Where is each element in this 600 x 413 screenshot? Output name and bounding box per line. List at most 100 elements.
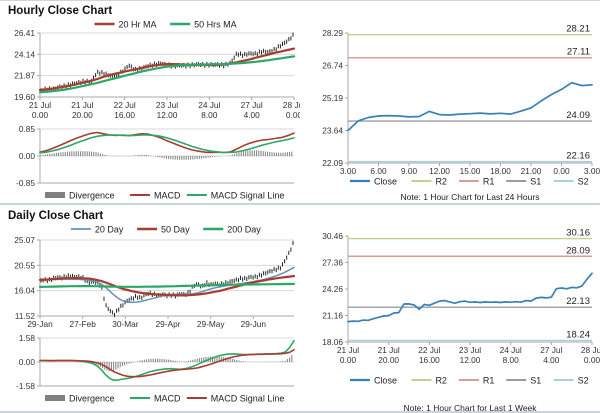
svg-text:50 Hrs MA: 50 Hrs MA xyxy=(194,20,237,30)
svg-text:R2: R2 xyxy=(435,376,447,386)
svg-text:R1: R1 xyxy=(483,376,495,386)
hourly-sr-chart: 28.29 26.74 25.19 23.64 22.09 28.21 27.11 24.09… xyxy=(304,5,600,191)
weekly-sr-note: Note: 1 Hour Chart for Last 1 Week xyxy=(403,403,537,413)
svg-text:21 Jul: 21 Jul xyxy=(378,345,400,355)
svg-text:27.11: 27.11 xyxy=(567,47,590,58)
hourly-sr-section: 28.29 26.74 25.19 23.64 22.09 28.21 27.11 24.09… xyxy=(300,1,600,203)
svg-text:21.16: 21.16 xyxy=(322,311,343,321)
svg-text:-1.58: -1.58 xyxy=(16,381,35,391)
svg-text:23 Jul: 23 Jul xyxy=(459,345,481,355)
daily-macd-chart: 1.58 0.00 -1.58 Divergence MACD MACD Signal L… xyxy=(4,334,300,408)
svg-text:MACD Signal Line: MACD Signal Line xyxy=(211,394,285,404)
svg-text:24 Jul: 24 Jul xyxy=(500,345,522,355)
hourly-close-chart: 26.41 24.14 21.87 19.60 21 Jul 0.00 21 Jul 20.0… xyxy=(4,17,300,121)
svg-text:Divergence: Divergence xyxy=(69,191,115,201)
hourly_macd-svg: 0.85 0.00 -0.85 Divergence MACD MACD Signal L… xyxy=(16,124,295,201)
svg-text:0.00: 0.00 xyxy=(19,151,36,161)
svg-text:4.00: 4.00 xyxy=(543,355,560,365)
svg-text:6.00: 6.00 xyxy=(370,166,387,176)
svg-text:22.13: 22.13 xyxy=(566,296,590,307)
svg-text:21.00: 21.00 xyxy=(521,166,542,176)
svg-text:20 Day: 20 Day xyxy=(95,225,124,235)
svg-text:MACD Signal Line: MACD Signal Line xyxy=(211,191,285,201)
svg-text:50 Day: 50 Day xyxy=(161,225,190,235)
svg-text:0.00: 0.00 xyxy=(553,166,570,176)
svg-text:-0.85: -0.85 xyxy=(16,178,35,188)
svg-text:12.00: 12.00 xyxy=(157,110,178,120)
svg-text:S1: S1 xyxy=(530,177,541,187)
svg-text:20 Hr MA: 20 Hr MA xyxy=(119,20,157,30)
svg-text:28.21: 28.21 xyxy=(566,24,590,35)
hourly-close-title: Hourly Close Chart xyxy=(8,5,113,17)
svg-text:8.00: 8.00 xyxy=(201,110,218,120)
bottom-rule xyxy=(0,411,600,413)
hourly-macd-chart: 0.85 0.00 -0.85 Divergence MACD MACD Signal L… xyxy=(4,121,300,203)
svg-text:18.06: 18.06 xyxy=(322,337,343,347)
svg-text:3.00: 3.00 xyxy=(340,166,357,176)
svg-text:4.00: 4.00 xyxy=(244,110,261,120)
svg-text:30.16: 30.16 xyxy=(566,228,590,239)
svg-text:21 Jul: 21 Jul xyxy=(29,100,51,110)
svg-text:21.87: 21.87 xyxy=(14,71,35,81)
weekly_sr-svg: 30.46 27.36 24.26 21.16 18.06 30.16 28.09 22.13… xyxy=(322,228,600,386)
svg-text:11.52: 11.52 xyxy=(15,311,36,321)
svg-text:22 Jul: 22 Jul xyxy=(114,100,136,110)
svg-text:S2: S2 xyxy=(578,177,589,187)
svg-text:MACD: MACD xyxy=(154,191,181,201)
section-divider xyxy=(0,203,600,205)
svg-text:16.04: 16.04 xyxy=(14,286,35,296)
daily-close-title: Daily Close Chart xyxy=(8,210,104,222)
daily_macd-svg: 1.58 0.00 -1.58 Divergence MACD MACD Signal L… xyxy=(16,334,295,404)
svg-text:28 Jul: 28 Jul xyxy=(581,345,600,355)
svg-text:23 Jul: 23 Jul xyxy=(156,100,178,110)
svg-text:15.00: 15.00 xyxy=(460,166,481,176)
svg-text:20.00: 20.00 xyxy=(72,110,93,120)
svg-text:25.07: 25.07 xyxy=(14,235,35,245)
svg-text:0.85: 0.85 xyxy=(19,124,36,134)
svg-text:23.64: 23.64 xyxy=(322,126,343,136)
svg-text:24 Jul: 24 Jul xyxy=(198,100,220,110)
svg-text:12.00: 12.00 xyxy=(429,166,450,176)
svg-text:MACD: MACD xyxy=(154,394,181,404)
svg-text:28.29: 28.29 xyxy=(322,28,343,38)
daily-close-section: Daily Close Chart 25.07 20.55 16.04 11.52 29… xyxy=(0,206,300,411)
svg-text:20.00: 20.00 xyxy=(378,355,399,365)
svg-text:0.00: 0.00 xyxy=(286,110,300,120)
svg-text:1.58: 1.58 xyxy=(19,334,36,343)
svg-text:3.00: 3.00 xyxy=(584,166,600,176)
hourly-sr-note: Note: 1 Hour Chart for Last 24 Hours xyxy=(400,192,540,202)
svg-text:16.00: 16.00 xyxy=(114,110,135,120)
weekly-sr-chart: 30.46 27.36 24.26 21.16 18.06 30.16 28.09 22.13… xyxy=(304,210,600,402)
svg-text:R2: R2 xyxy=(435,177,447,187)
svg-text:R1: R1 xyxy=(483,177,495,187)
hourly-close-section: Hourly Close Chart 26.41 24.14 21.87 19.60 2… xyxy=(0,1,300,203)
svg-text:28 Jul: 28 Jul xyxy=(283,100,300,110)
svg-text:Close: Close xyxy=(374,376,397,386)
svg-text:20.55: 20.55 xyxy=(14,260,35,270)
svg-text:8.00: 8.00 xyxy=(503,355,520,365)
svg-text:25.19: 25.19 xyxy=(322,93,343,103)
svg-text:24.09: 24.09 xyxy=(566,110,590,121)
svg-text:0.00: 0.00 xyxy=(584,355,600,365)
svg-text:22.16: 22.16 xyxy=(566,151,590,162)
svg-text:30-Mar: 30-Mar xyxy=(112,319,139,329)
svg-text:S1: S1 xyxy=(530,376,541,386)
svg-text:29-Apr: 29-Apr xyxy=(156,319,181,329)
svg-text:12.00: 12.00 xyxy=(460,355,481,365)
weekly-sr-section: 30.46 27.36 24.26 21.16 18.06 30.16 28.09 22.13… xyxy=(300,206,600,413)
svg-text:27-Feb: 27-Feb xyxy=(70,319,97,329)
svg-text:0.00: 0.00 xyxy=(340,355,357,365)
svg-text:0.00: 0.00 xyxy=(32,110,49,120)
hourly_sr-svg: 28.29 26.74 25.19 23.64 22.09 28.21 27.11 24.09… xyxy=(322,24,600,187)
svg-text:Divergence: Divergence xyxy=(69,394,115,404)
svg-text:S2: S2 xyxy=(578,376,589,386)
svg-text:26.41: 26.41 xyxy=(14,28,35,38)
svg-text:27 Jul: 27 Jul xyxy=(241,100,263,110)
svg-text:22.09: 22.09 xyxy=(322,158,343,168)
svg-text:24.14: 24.14 xyxy=(14,49,35,59)
svg-text:26.74: 26.74 xyxy=(322,61,343,71)
svg-text:200 Day: 200 Day xyxy=(227,225,261,235)
